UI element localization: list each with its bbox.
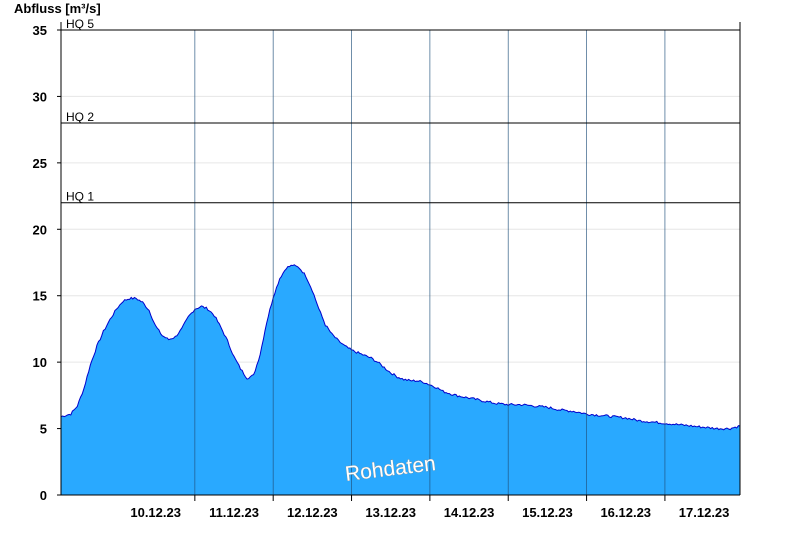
y-tick-label: 15	[33, 289, 47, 304]
x-tick-label: 16.12.23	[600, 505, 651, 520]
y-axis: 0 5 10 15 20 25 30 35	[33, 22, 741, 503]
x-tick-label: 10.12.23	[130, 505, 181, 520]
x-tick-label: 11.12.23	[209, 505, 259, 520]
y-tick-label: 30	[33, 89, 47, 104]
x-tick-label: 13.12.23	[365, 505, 416, 520]
x-tick-label: 14.12.23	[444, 505, 495, 520]
threshold-label: HQ 2	[66, 110, 94, 124]
y-tick-label: 25	[33, 156, 47, 171]
discharge-area	[60, 264, 741, 495]
discharge-area-fill	[61, 264, 740, 495]
y-tick-label: 20	[33, 222, 47, 237]
x-tick-label: 17.12.23	[679, 505, 730, 520]
y-tick-label: 35	[33, 23, 47, 38]
threshold-lines: HQ 1 HQ 2 HQ 5	[61, 17, 740, 204]
day-separators	[194, 30, 666, 495]
discharge-line	[60, 264, 741, 431]
y-tick-label: 5	[40, 422, 47, 437]
y-tick-label: 0	[40, 488, 47, 503]
threshold-label: HQ 1	[66, 190, 94, 204]
x-axis: 10.12.23 11.12.23 12.12.23 13.12.23 14.12.23…	[61, 494, 740, 520]
x-tick-label: 15.12.23	[522, 505, 573, 520]
y-tick-label: 10	[33, 355, 47, 370]
threshold-label: HQ 5	[66, 17, 94, 31]
x-tick-label: 12.12.23	[287, 505, 338, 520]
y-axis-label: Abfluss [m³/s]	[14, 1, 101, 16]
